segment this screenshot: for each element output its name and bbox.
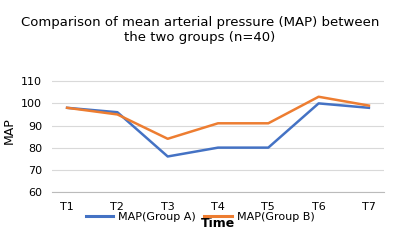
X-axis label: Time: Time	[201, 217, 235, 230]
Y-axis label: MAP: MAP	[3, 118, 16, 144]
Legend: MAP(Group A), MAP(Group B): MAP(Group A), MAP(Group B)	[81, 207, 319, 226]
Text: Comparison of mean arterial pressure (MAP) between
the two groups (n=40): Comparison of mean arterial pressure (MA…	[21, 16, 379, 44]
